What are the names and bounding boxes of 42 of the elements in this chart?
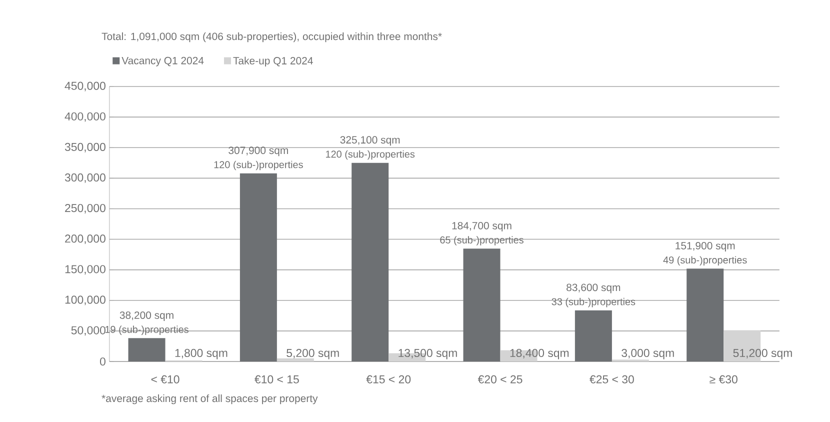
bar	[276, 358, 314, 362]
text: *average asking rent of all spaces per property	[102, 394, 318, 404]
y-tick-label: 450,000	[64, 82, 106, 92]
y-tick-label: 50,000	[71, 326, 106, 336]
x-tick-label: < €10	[151, 375, 180, 384]
annotation: 120 (sub-)properties	[326, 150, 415, 160]
data-label: 38,200 sqm	[120, 311, 174, 321]
y-tick-label: 300,000	[64, 173, 106, 183]
data-label: 18,400 sqm	[510, 348, 569, 360]
x-tick-label: €20 < 25	[478, 375, 522, 384]
y-tick-label: 350,000	[64, 142, 106, 152]
annotation: 120 (sub-)properties	[214, 160, 303, 170]
y-tick-label: 200,000	[65, 234, 106, 244]
data-label: 13,500 sqm	[398, 348, 457, 360]
legend-label: Take-up Q1 2024	[233, 56, 313, 66]
annotation: 49 (sub-)properties	[663, 256, 747, 266]
data-label: 83,600 sqm	[566, 284, 620, 294]
bar	[352, 162, 389, 362]
legend-label: Vacancy Q1 2024	[122, 56, 204, 66]
data-label: 325,100 sqm	[340, 136, 400, 146]
bar	[574, 310, 612, 362]
data-label: 3,000 sqm	[622, 348, 674, 360]
data-label: 51,200 sqm	[733, 348, 792, 360]
bar	[463, 248, 500, 362]
bar	[686, 268, 724, 362]
data-label: 151,900 sqm	[676, 242, 735, 252]
x-tick-label: €10 < 15	[254, 375, 299, 384]
y-tick-label: 400,000	[64, 112, 106, 122]
bar	[128, 338, 166, 362]
x-tick-label: ≥ €30	[710, 375, 738, 384]
data-label: 184,700 sqm	[452, 222, 512, 232]
x-tick-label: €15 < 20	[366, 375, 411, 384]
data-label: 307,900 sqm	[228, 146, 288, 156]
data-label: 5,200 sqm	[286, 348, 339, 360]
x-tick-label: €25 < 30	[590, 375, 634, 384]
bar	[240, 173, 277, 362]
data-label: 1,800 sqm	[175, 348, 228, 360]
y-tick-label: 100,000	[65, 296, 106, 306]
chart-subtitle: Total: 1,091,000 sqm (406 sub-properties), occupied within three months*	[102, 32, 442, 42]
y-tick-label: 250,000	[65, 204, 106, 214]
y-tick-label: 0	[100, 357, 106, 366]
y-tick-label: 150,000	[65, 265, 106, 275]
